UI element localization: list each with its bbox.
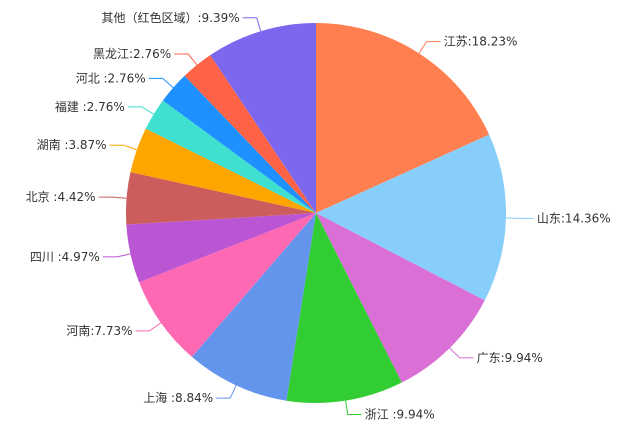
leader-line: [449, 347, 474, 359]
slice-label: 江苏:18.23%: [444, 35, 518, 49]
pie-slice: [145, 100, 316, 213]
pie-slice: [191, 213, 316, 401]
leader-line: [174, 53, 198, 66]
pie-slice: [316, 213, 485, 383]
leader-lines: [98, 17, 534, 415]
slice-label: 福建 :2.76%: [55, 99, 125, 114]
pie-slice: [126, 213, 316, 283]
leader-line: [148, 77, 174, 89]
pie-slice: [125, 172, 316, 225]
pie-slice: [316, 134, 507, 301]
slice-label: 黑龙江:2.76%: [93, 47, 171, 61]
slice-label: 湖南 :3.87%: [37, 137, 107, 152]
slice-label: 山东:14.36%: [537, 211, 611, 225]
pie-slice: [184, 55, 316, 213]
slice-label: 四川 :4.97%: [30, 250, 100, 264]
leader-line: [102, 253, 131, 258]
leader-line: [109, 144, 137, 151]
leader-line: [242, 17, 262, 32]
slice-label: 河南:7.73%: [66, 323, 132, 338]
pie-slice: [316, 23, 490, 213]
pie-slice: [139, 213, 316, 357]
slice-label: 河北 :2.76%: [76, 71, 146, 85]
slice-label: 北京 :4.42%: [26, 190, 96, 204]
pie-slice: [130, 128, 316, 213]
leader-line: [98, 196, 127, 199]
slice-label: 其他（红色区域）:9.39%: [102, 10, 240, 25]
pie-slices: [125, 23, 507, 404]
leader-line: [135, 322, 162, 332]
pie-slice: [210, 23, 316, 213]
leader-line: [418, 41, 441, 54]
leader-line: [216, 385, 237, 399]
leader-line: [345, 400, 362, 415]
pie-slice: [162, 75, 316, 213]
pie-slice: [286, 213, 402, 404]
leader-line: [127, 106, 154, 115]
slice-label: 广东:9.94%: [477, 351, 543, 365]
slice-label: 上海 :8.84%: [143, 390, 213, 405]
slice-labels: 江苏:18.23% 山东:14.36% 广东:9.94% 浙江 :9.94% 上海 :8…: [26, 10, 611, 422]
slice-label: 浙江 :9.94%: [365, 408, 435, 422]
